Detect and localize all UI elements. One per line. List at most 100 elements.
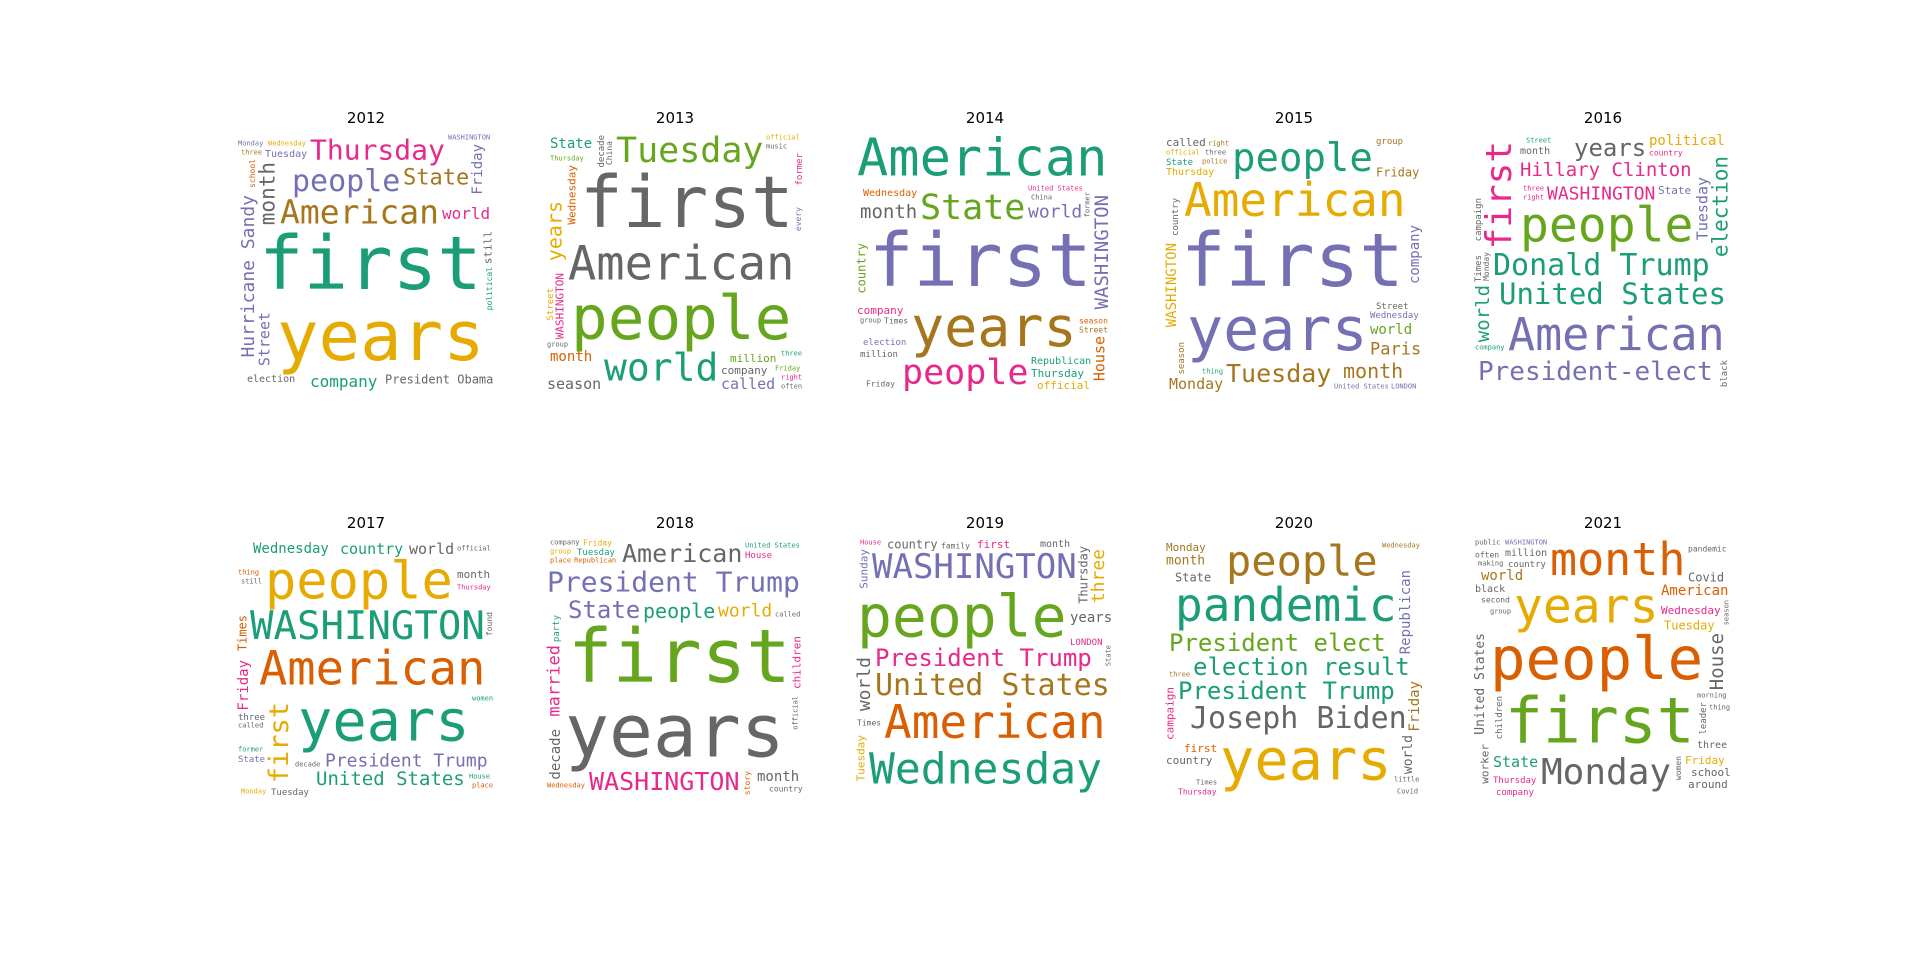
cloud-word: people: [1490, 624, 1703, 693]
cloud-word: decade: [597, 135, 607, 168]
cloud-word: called: [721, 375, 775, 392]
cloud-word: election: [247, 374, 295, 385]
cloud-word: Hillary Clinton: [1520, 159, 1692, 181]
cloud-word: WASHINGTON: [589, 767, 740, 796]
panel-title: 2021: [1583, 514, 1623, 532]
cloud-word: official: [766, 134, 800, 142]
cloud-word: company: [550, 539, 580, 547]
cloud-word: Thursday: [457, 584, 491, 592]
cloud-word: women: [1674, 756, 1683, 780]
cloud-word: school: [248, 159, 257, 188]
cloud-word: Donald Trump: [1493, 248, 1710, 283]
wordcloud: people first years month Monday Wednesday Tues…: [1474, 539, 1732, 797]
cloud-word: called: [1166, 136, 1206, 149]
cloud-word: group: [1376, 137, 1403, 147]
cloud-word: first: [869, 218, 1092, 304]
cloud-word: United States: [1474, 633, 1488, 735]
cloud-word: company: [1496, 788, 1535, 797]
cloud-word: Tuesday: [1226, 359, 1331, 388]
wordcloud: American WASHINGTON years first people Presid…: [237, 539, 495, 797]
cloud-word: every: [794, 207, 803, 231]
cloud-word: Street: [1079, 325, 1108, 334]
cloud-word: years: [1574, 134, 1646, 162]
cloud-word: place: [550, 557, 571, 565]
cloud-word: country: [856, 243, 868, 294]
cloud-word: three: [1523, 185, 1544, 193]
cloud-word: company: [1475, 344, 1505, 352]
cloud-word: thing: [238, 569, 259, 577]
cloud-word: American: [1184, 173, 1406, 227]
cloud-word: month: [1166, 553, 1205, 568]
cloud-word: Republican: [574, 557, 616, 565]
cloud-word: million: [1505, 548, 1547, 559]
cloud-word: million: [730, 352, 776, 365]
cloud-word: month: [1343, 359, 1403, 383]
cloud-word: Street: [1376, 302, 1409, 312]
cloud-word: people: [643, 599, 715, 623]
cloud-word: State: [238, 755, 265, 765]
cloud-word: second: [1481, 595, 1510, 604]
cloud-word: season: [1722, 600, 1730, 625]
cloud-word: month: [1550, 539, 1685, 586]
cloud-word: LONDON: [1391, 383, 1416, 391]
cloud-word: State: [1104, 645, 1112, 666]
wordcloud: American first people years world Tuesday mont…: [546, 134, 804, 392]
cloud-word: still: [482, 231, 495, 264]
cloud-word: world: [1481, 568, 1523, 584]
cloud-word: years: [1070, 610, 1112, 626]
cloud-word: Friday: [237, 660, 252, 711]
wordcloud-svg: first American years State people world month U…: [856, 134, 1113, 392]
cloud-word: Monday: [1169, 375, 1223, 392]
wordcloud: first years President Trump WASHINGTON Ameri…: [546, 539, 804, 797]
cloud-word: WASHINGTON: [1165, 243, 1180, 327]
cloud-word: people: [857, 582, 1067, 650]
cloud-word: still: [241, 578, 262, 586]
cloud-word: group: [550, 548, 571, 556]
cloud-word: thing: [1202, 368, 1223, 376]
cloud-word: month: [550, 349, 592, 365]
cloud-word: Monday: [1166, 541, 1206, 554]
cloud-word: Thursday: [550, 155, 584, 163]
cloud-word: company: [721, 364, 768, 377]
cloud-word: United States: [316, 768, 465, 790]
cloud-word: world: [1370, 322, 1412, 338]
cloud-word: United States: [1334, 383, 1389, 391]
cloud-word: three: [1088, 549, 1109, 603]
cloud-word: WASHINGTON: [448, 134, 490, 142]
cloud-word: Republican: [1031, 356, 1091, 367]
cloud-word: Republican: [1398, 570, 1414, 654]
cloud-word: people: [1226, 539, 1378, 586]
cloud-word: Wednesday: [863, 188, 917, 199]
cloud-word: election: [1708, 156, 1732, 257]
panel-title: 2013: [655, 109, 695, 127]
panel-title: 2014: [965, 109, 1005, 127]
cloud-word: years: [565, 689, 785, 774]
cloud-word: Street: [256, 312, 274, 366]
cloud-word: country: [340, 540, 403, 558]
cloud-word: first: [1184, 742, 1217, 755]
cloud-word: Tuesday: [271, 788, 310, 797]
cloud-word: people: [902, 353, 1028, 392]
cloud-word: President-elect: [1478, 357, 1713, 387]
cloud-word: women: [472, 695, 493, 703]
cloud-word: State: [1658, 184, 1691, 197]
cloud-word: WASHINGTON: [554, 273, 567, 339]
cloud-word: United States: [1499, 277, 1726, 311]
cloud-word: month: [457, 568, 490, 581]
cloud-word: American: [1508, 308, 1725, 361]
cloud-word: three: [1205, 149, 1226, 157]
cloud-word: Joseph Biden: [1190, 701, 1407, 736]
cloud-word: Wednesday: [547, 782, 585, 790]
cloud-word: people: [1520, 197, 1693, 253]
cloud-word: campaign: [1474, 198, 1484, 241]
panel-title: 2019: [965, 514, 1005, 532]
cloud-word: people: [292, 164, 400, 199]
cloud-word: Sunday: [858, 549, 871, 589]
cloud-word: Wednesday: [1661, 604, 1721, 617]
cloud-word: Hurricane Sandy: [238, 195, 259, 358]
cloud-word: called: [238, 722, 263, 730]
cloud-word: company: [310, 372, 378, 391]
